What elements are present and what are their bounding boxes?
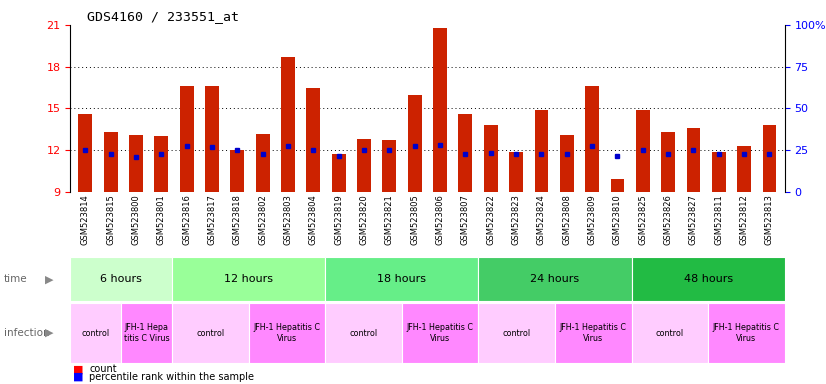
Text: GSM523811: GSM523811	[714, 194, 724, 245]
Bar	[70, 303, 121, 363]
Bar	[478, 257, 632, 301]
Text: GDS4160 / 233551_at: GDS4160 / 233551_at	[87, 10, 239, 23]
Bar	[433, 28, 447, 192]
Bar	[129, 135, 143, 192]
Text: JFH-1 Hepatitis C
Virus: JFH-1 Hepatitis C Virus	[254, 323, 320, 343]
Text: GSM523814: GSM523814	[81, 194, 90, 245]
Text: 24 hours: 24 hours	[530, 274, 580, 285]
Text: GSM523809: GSM523809	[587, 194, 596, 245]
Text: GSM523804: GSM523804	[309, 194, 318, 245]
Text: control: control	[349, 329, 377, 338]
Text: GSM523826: GSM523826	[663, 194, 672, 245]
Text: 18 hours: 18 hours	[377, 274, 426, 285]
Text: GSM523812: GSM523812	[739, 194, 748, 245]
Bar	[560, 135, 574, 192]
Bar	[478, 303, 555, 363]
Bar	[230, 150, 244, 192]
Text: GSM523808: GSM523808	[563, 194, 572, 245]
Text: JFH-1 Hepatitis C
Virus: JFH-1 Hepatitis C Virus	[713, 323, 780, 343]
Text: JFH-1 Hepatitis C
Virus: JFH-1 Hepatitis C Virus	[406, 323, 474, 343]
Bar	[249, 303, 325, 363]
Text: control: control	[656, 329, 684, 338]
Text: GSM523817: GSM523817	[207, 194, 216, 245]
Text: GSM523800: GSM523800	[131, 194, 140, 245]
Text: GSM523820: GSM523820	[359, 194, 368, 245]
Text: GSM523816: GSM523816	[183, 194, 192, 245]
Text: GSM523821: GSM523821	[385, 194, 394, 245]
Bar	[281, 57, 295, 192]
Text: GSM523823: GSM523823	[511, 194, 520, 245]
Text: GSM523801: GSM523801	[157, 194, 166, 245]
Bar	[70, 257, 173, 301]
Bar	[610, 179, 624, 192]
Bar	[173, 303, 249, 363]
Text: control: control	[82, 329, 110, 338]
Bar	[173, 257, 325, 301]
Text: GSM523802: GSM523802	[259, 194, 268, 245]
Bar	[632, 303, 708, 363]
Bar	[585, 86, 599, 192]
Text: GSM523818: GSM523818	[233, 194, 242, 245]
Text: JFH-1 Hepatitis C
Virus: JFH-1 Hepatitis C Virus	[560, 323, 627, 343]
Text: GSM523807: GSM523807	[461, 194, 470, 245]
Bar	[686, 128, 700, 192]
Bar	[325, 257, 478, 301]
Text: GSM523827: GSM523827	[689, 194, 698, 245]
Bar	[555, 303, 632, 363]
Text: GSM523806: GSM523806	[435, 194, 444, 245]
Text: GSM523813: GSM523813	[765, 194, 774, 245]
Text: control: control	[503, 329, 531, 338]
Text: GSM523805: GSM523805	[411, 194, 420, 245]
Text: count: count	[89, 364, 116, 374]
Text: ■: ■	[73, 364, 83, 374]
Bar	[737, 146, 751, 192]
Text: GSM523824: GSM523824	[537, 194, 546, 245]
Text: ▶: ▶	[45, 274, 54, 285]
Bar	[458, 114, 472, 192]
Text: GSM523815: GSM523815	[107, 194, 116, 245]
Bar	[256, 134, 270, 192]
Bar	[632, 257, 785, 301]
Bar	[121, 303, 173, 363]
Bar	[661, 132, 675, 192]
Text: 48 hours: 48 hours	[684, 274, 733, 285]
Text: GSM523819: GSM523819	[335, 194, 344, 245]
Text: time: time	[4, 274, 28, 285]
Bar	[357, 139, 371, 192]
Bar	[708, 303, 785, 363]
Bar	[180, 86, 194, 192]
Bar	[205, 86, 219, 192]
Bar	[154, 136, 169, 192]
Text: ▶: ▶	[45, 328, 54, 338]
Text: GSM523803: GSM523803	[283, 194, 292, 245]
Text: infection: infection	[4, 328, 50, 338]
Text: GSM523825: GSM523825	[638, 194, 648, 245]
Bar	[104, 132, 118, 192]
Bar	[402, 303, 478, 363]
Bar	[636, 110, 650, 192]
Bar	[382, 141, 396, 192]
Bar	[712, 152, 726, 192]
Text: GSM523822: GSM523822	[487, 194, 496, 245]
Text: 6 hours: 6 hours	[100, 274, 142, 285]
Text: GSM523810: GSM523810	[613, 194, 622, 245]
Bar	[762, 125, 776, 192]
Bar	[484, 125, 498, 192]
Bar	[306, 88, 320, 192]
Text: control: control	[197, 329, 225, 338]
Text: ■: ■	[73, 372, 83, 382]
Text: percentile rank within the sample: percentile rank within the sample	[89, 372, 254, 382]
Text: 12 hours: 12 hours	[225, 274, 273, 285]
Bar	[408, 94, 422, 192]
Bar	[325, 303, 402, 363]
Bar	[78, 114, 93, 192]
Bar	[332, 154, 346, 192]
Bar	[509, 152, 523, 192]
Text: JFH-1 Hepa
titis C Virus: JFH-1 Hepa titis C Virus	[124, 323, 169, 343]
Bar	[534, 110, 548, 192]
